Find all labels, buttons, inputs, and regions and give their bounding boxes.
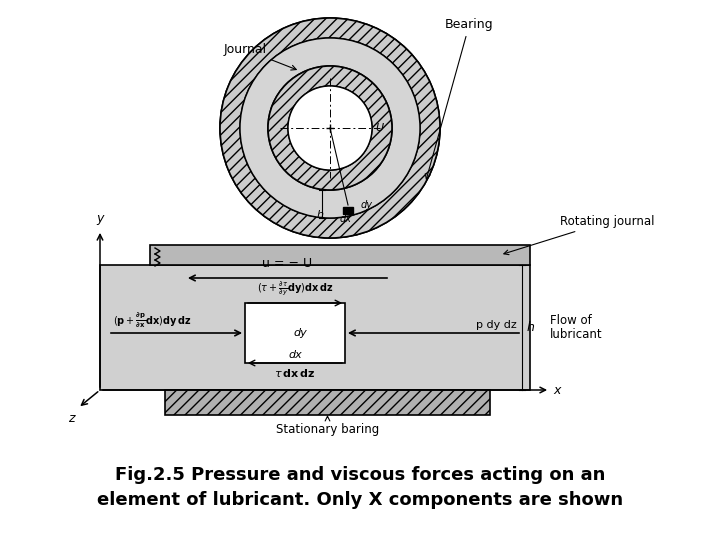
Text: y: y [96,212,104,225]
Text: u = − U: u = − U [262,257,312,270]
Text: h: h [527,321,535,334]
Text: $\tau\,\mathbf{dx\,dz}$: $\tau\,\mathbf{dx\,dz}$ [274,367,315,379]
Text: Journal: Journal [223,43,296,70]
Circle shape [268,66,392,190]
Text: dy: dy [293,328,307,338]
Text: p dy dz: p dy dz [476,320,517,330]
Text: dx: dx [340,214,352,224]
Text: Flow of
lubricant: Flow of lubricant [550,314,603,341]
Text: z: z [68,412,75,425]
Bar [245,303,345,363]
Text: U: U [375,123,383,133]
Text: Stationary baring: Stationary baring [276,416,379,436]
Bar [100,265,530,390]
Text: x: x [553,383,560,396]
Bar [150,245,530,265]
Text: element of lubricant. Only X components are shown: element of lubricant. Only X components … [97,491,623,509]
Text: $(\tau+\frac{\partial\tau}{\partial y}\mathbf{dy})\mathbf{dx\,dz}$: $(\tau+\frac{\partial\tau}{\partial y}\m… [257,281,333,298]
Circle shape [220,18,440,238]
Text: h: h [317,210,323,220]
Circle shape [288,86,372,170]
Text: Fig.2.5 Pressure and viscous forces acting on an: Fig.2.5 Pressure and viscous forces acti… [114,466,606,484]
Bar [343,206,353,213]
Text: dx: dx [288,350,302,360]
Bar [165,390,490,415]
Text: Rotating journal: Rotating journal [504,215,654,255]
Circle shape [240,38,420,218]
Text: $(\mathbf{p}+\frac{\mathbf{\partial p}}{\mathbf{\partial x}}\mathbf{dx})\mathbf{: $(\mathbf{p}+\frac{\mathbf{\partial p}}{… [113,312,192,330]
Text: dy: dy [361,200,373,210]
Text: Bearing: Bearing [426,18,494,179]
